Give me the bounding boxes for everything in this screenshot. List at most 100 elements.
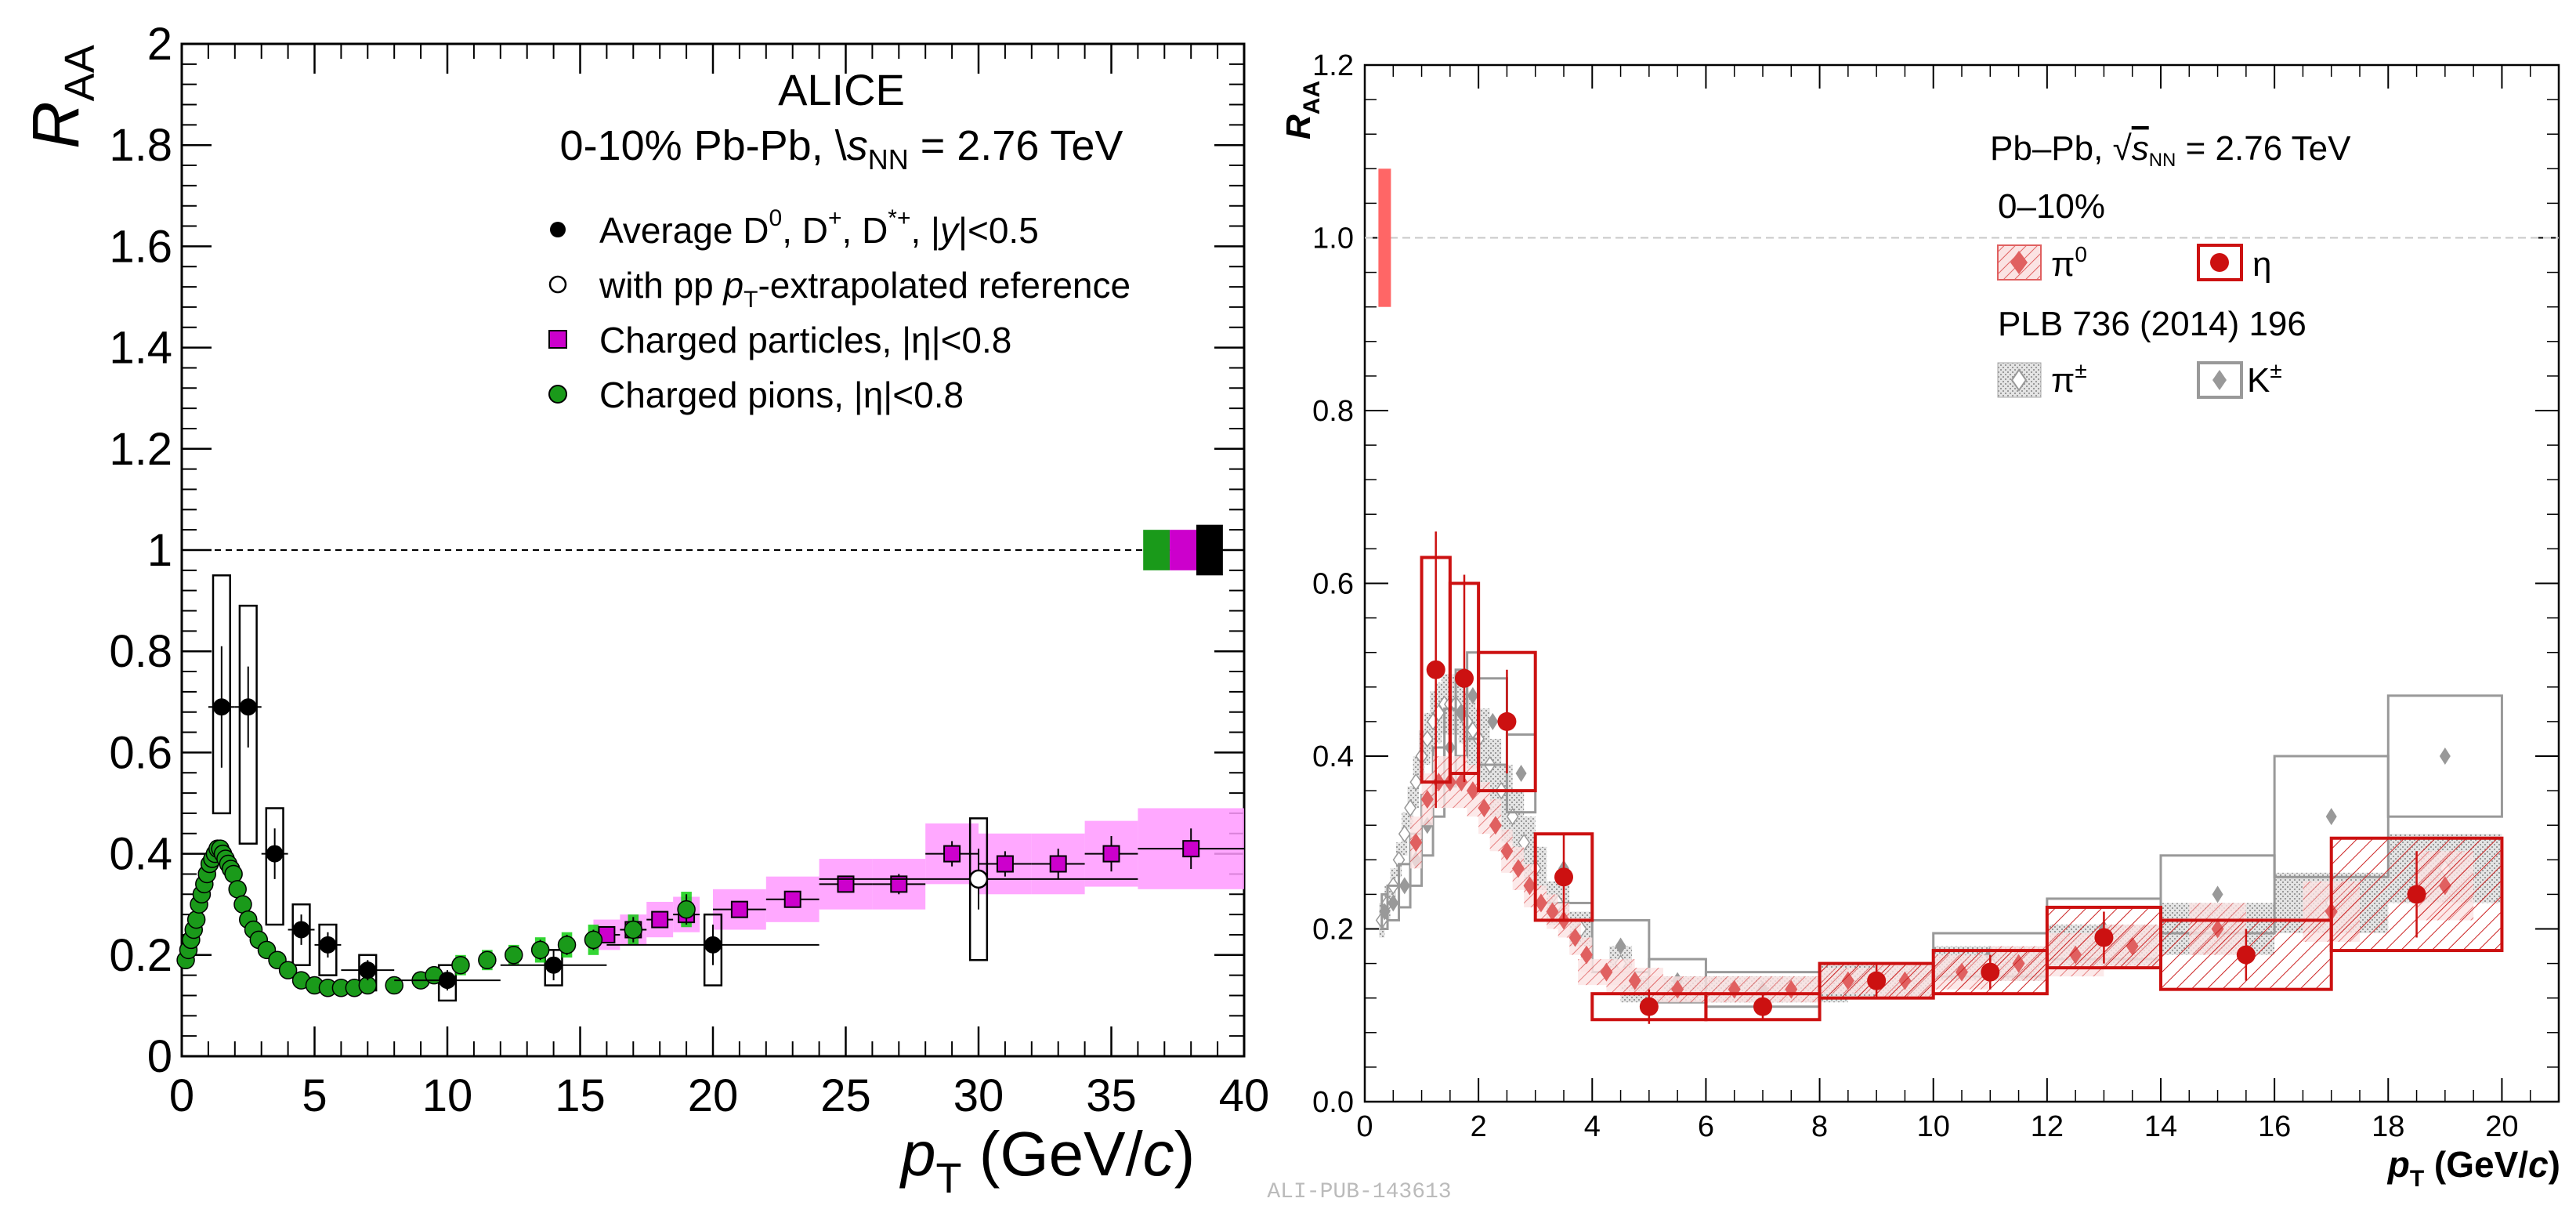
d-meson-syst-box [703, 913, 723, 986]
d-meson-marker [266, 845, 284, 863]
d-meson-marker [292, 921, 310, 939]
x-tick-label: 4 [1584, 1110, 1601, 1143]
r-xlabel-t: T [2410, 1166, 2424, 1192]
eta-marker [1639, 997, 1659, 1016]
pi0-marker [1546, 902, 1559, 921]
charged-pion-marker [385, 976, 403, 995]
y-italic: y [938, 210, 961, 251]
charged-pion-marker [505, 946, 523, 965]
kpm-marker [1515, 765, 1527, 783]
y-tick-label: 0 [147, 1031, 172, 1082]
charged-pion-marker [278, 961, 298, 979]
normalization-box [1196, 524, 1223, 576]
y-tick-label: 1.2 [1312, 49, 1354, 82]
eta-marker [1753, 997, 1772, 1016]
left-ylabel: RAA [19, 45, 103, 149]
x-tick-label: 0 [169, 1070, 194, 1121]
x-tick-label: 12 [2031, 1110, 2064, 1143]
charged-pion-marker [224, 864, 243, 884]
charged-particle-marker [783, 890, 801, 908]
d-plus-text: , D [782, 210, 828, 251]
left-axes: 0 5 10 15 20 25 30 35 4000.20.40.60.811.21.41.61… [109, 19, 1269, 1121]
r-xlabel-p: p [2386, 1144, 2410, 1185]
right-xlabel: pT (GeV/c) [2386, 1144, 2560, 1192]
pipm-marker [1420, 729, 1434, 748]
kpm-marker [1615, 937, 1626, 955]
left-data [176, 524, 1244, 1002]
pipm-marker [1409, 773, 1423, 791]
right-chart: 0 2 4 6 8 10 12 14 16 18 20 0.0 0.2 0.4 0.6 0.8 1.0 1.2 P… [1279, 49, 2560, 1192]
y-tick-label: 1.0 [1312, 223, 1354, 255]
nn-sub-right: NN [2149, 150, 2176, 171]
y-tick-label: 2 [147, 19, 172, 70]
legend-marker-pions [548, 385, 567, 404]
d-meson-marker [239, 698, 257, 716]
charged-particle-marker [1182, 840, 1200, 858]
xlabel-c: c [1143, 1119, 1174, 1189]
eta-marker [2094, 928, 2114, 947]
charged-particle-marker [1049, 855, 1067, 873]
raa-r: R [19, 101, 92, 149]
charged-particle-marker [1102, 845, 1120, 863]
xlabel-t: T [936, 1155, 962, 1202]
legend-label-charged: Charged particles, |η|<0.8 [599, 320, 1011, 360]
figure-label: ALI-PUB-143613 [1267, 1180, 1451, 1204]
legend-marker-pipm [2010, 368, 2028, 392]
d-meson-syst-box [291, 903, 311, 966]
kpm-marker [2325, 808, 2337, 826]
eta-marker [1455, 668, 1474, 688]
x-tick-label: 8 [1811, 1110, 1828, 1143]
d-meson-marker [704, 936, 722, 954]
legend-marker-eta [2210, 253, 2229, 272]
charged-pion-marker [677, 900, 696, 919]
y-tick-label: 0.6 [1312, 568, 1354, 601]
d-meson-syst-box [212, 574, 231, 815]
xlabel-close: ) [1174, 1119, 1196, 1189]
eta-syst-box [1477, 650, 1537, 793]
pi0-marker [1580, 945, 1594, 965]
charged-pion-marker [186, 910, 206, 929]
legend-marker-pi0 [2010, 251, 2028, 274]
extrap-text: -extrapolated reference [758, 265, 1131, 306]
legend-label-eta: η [2252, 245, 2271, 284]
pi0-marker [1500, 842, 1514, 861]
pipm-text: π [2051, 361, 2075, 400]
energy-subscript: NN [868, 143, 909, 176]
pi0-marker [1628, 971, 1641, 990]
x-tick-label: 20 [2485, 1110, 2518, 1143]
legend-marker-kpm [2212, 370, 2227, 390]
left-title: ALICE [778, 65, 905, 114]
y-tick-label: 1 [147, 525, 172, 576]
sup-d0: 0 [769, 205, 783, 231]
d-meson-marker [439, 972, 456, 990]
r-raa-sub: AA [1299, 81, 1325, 114]
pi0-marker [1478, 798, 1491, 818]
s-italic-right: s [2132, 129, 2149, 168]
kpm-marker [2439, 748, 2451, 765]
kpm-marker [1398, 877, 1410, 895]
charged-pion-marker [451, 955, 470, 975]
kpm-marker [1387, 894, 1399, 912]
x-tick-label: 10 [422, 1070, 473, 1121]
x-tick-label: 15 [555, 1070, 606, 1121]
y-tick-label: 0.4 [109, 829, 172, 880]
xlabel-p: p [899, 1119, 936, 1189]
charged-particle-marker [996, 855, 1014, 873]
y-tick-label: 1.4 [109, 323, 172, 374]
pi0-marker [1466, 781, 1479, 801]
system-prefix: Pb–Pb, [1990, 129, 2113, 168]
left-subtitle-energy: = 2.76 TeV [909, 122, 1123, 169]
rapidity-text: , | [911, 210, 941, 251]
charged-particle-marker [890, 875, 908, 893]
eta-marker [1497, 711, 1517, 731]
d-meson-marker [545, 956, 563, 974]
x-tick-label: 6 [1698, 1110, 1714, 1143]
right-system-label: Pb–Pb, √sNN = 2.76 TeV [1990, 129, 2351, 171]
kpm-marker [2212, 885, 2223, 903]
d-meson-marker [319, 936, 337, 954]
y-tick-label: 1.2 [109, 424, 172, 475]
right-ylabel: RAA [1279, 81, 1325, 139]
r-xlabel-close: ) [2549, 1144, 2560, 1185]
x-tick-label: 18 [2372, 1110, 2404, 1143]
d-meson-extrap-syst-box [968, 817, 989, 961]
